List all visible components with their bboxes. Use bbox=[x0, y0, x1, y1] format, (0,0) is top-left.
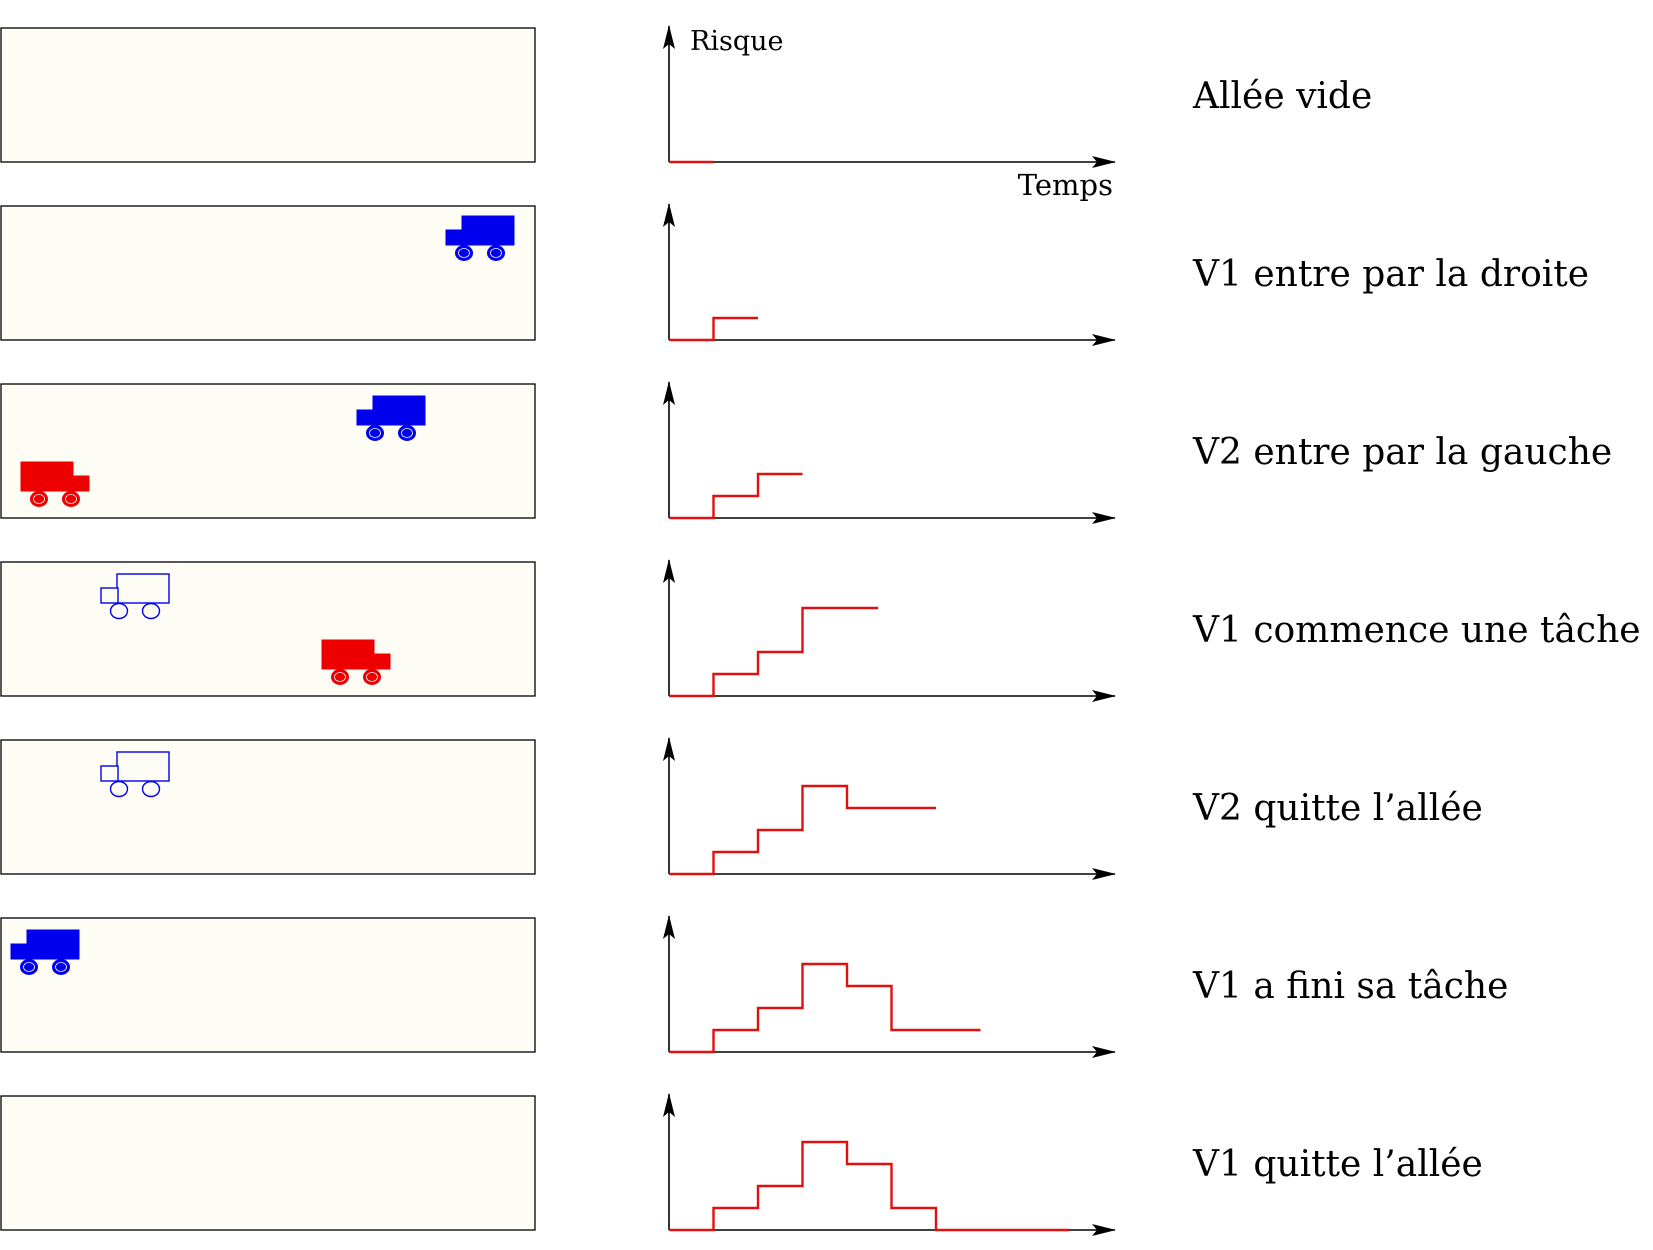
risk-chart bbox=[663, 559, 1116, 702]
vehicle-v2-icon bbox=[20, 461, 90, 507]
step-row: V2 entre par la gauche bbox=[0, 381, 1612, 524]
risk-chart: Risque Temps bbox=[663, 25, 1116, 202]
vehicle-v1-icon bbox=[356, 395, 426, 441]
vehicle-v2-icon bbox=[321, 639, 391, 685]
step-caption: V2 quitte l’allée bbox=[1192, 788, 1483, 829]
aisle-panel bbox=[0, 917, 536, 1053]
step-row: V1 a fini sa tâche bbox=[0, 915, 1508, 1058]
step-row: V1 commence une tâche bbox=[0, 559, 1641, 702]
vehicle-v1-icon bbox=[100, 751, 170, 798]
aisle-panel bbox=[0, 383, 536, 519]
risk-step-line bbox=[669, 962, 981, 1054]
vehicle-layer bbox=[445, 215, 515, 261]
risk-chart bbox=[663, 915, 1116, 1058]
risk-step-line bbox=[669, 1140, 1070, 1232]
risk-step-line bbox=[669, 784, 936, 876]
step-caption: V1 entre par la droite bbox=[1192, 254, 1589, 295]
risk-chart bbox=[663, 381, 1116, 524]
aisle-panel bbox=[0, 1095, 536, 1231]
step-caption: V1 quitte l’allée bbox=[1192, 1144, 1483, 1185]
vehicle-layer bbox=[100, 573, 391, 685]
aisle-panel bbox=[0, 205, 536, 341]
risk-step-line bbox=[669, 472, 803, 520]
step-row: V1 quitte l’allée bbox=[0, 1093, 1483, 1236]
step-caption: V2 entre par la gauche bbox=[1192, 432, 1612, 473]
vehicle-v1-icon bbox=[10, 929, 80, 975]
risk-step-line bbox=[669, 606, 879, 698]
x-axis-label: Temps bbox=[1018, 168, 1113, 202]
step-caption: Allée vide bbox=[1192, 76, 1372, 117]
risk-chart bbox=[663, 203, 1116, 346]
y-axis-label: Risque bbox=[690, 26, 783, 57]
step-caption: V1 commence une tâche bbox=[1192, 610, 1641, 651]
risk-step-line bbox=[669, 316, 758, 342]
step-row: V2 quitte l’allée bbox=[0, 737, 1483, 880]
risk-chart bbox=[663, 737, 1116, 880]
aisle-panel bbox=[0, 561, 536, 697]
vehicle-layer bbox=[20, 395, 426, 507]
vehicle-v1-icon bbox=[100, 573, 170, 620]
vehicle-layer bbox=[100, 751, 170, 798]
vehicle-v1-icon bbox=[445, 215, 515, 261]
risk-chart bbox=[663, 1093, 1116, 1236]
vehicle-layer bbox=[10, 929, 80, 975]
aisle-panel bbox=[0, 27, 536, 163]
aisle-panel bbox=[0, 739, 536, 875]
step-row: V1 entre par la droite bbox=[0, 203, 1589, 346]
step-row: Risque Temps Allée vide bbox=[0, 25, 1372, 202]
step-caption: V1 a fini sa tâche bbox=[1192, 966, 1508, 1007]
